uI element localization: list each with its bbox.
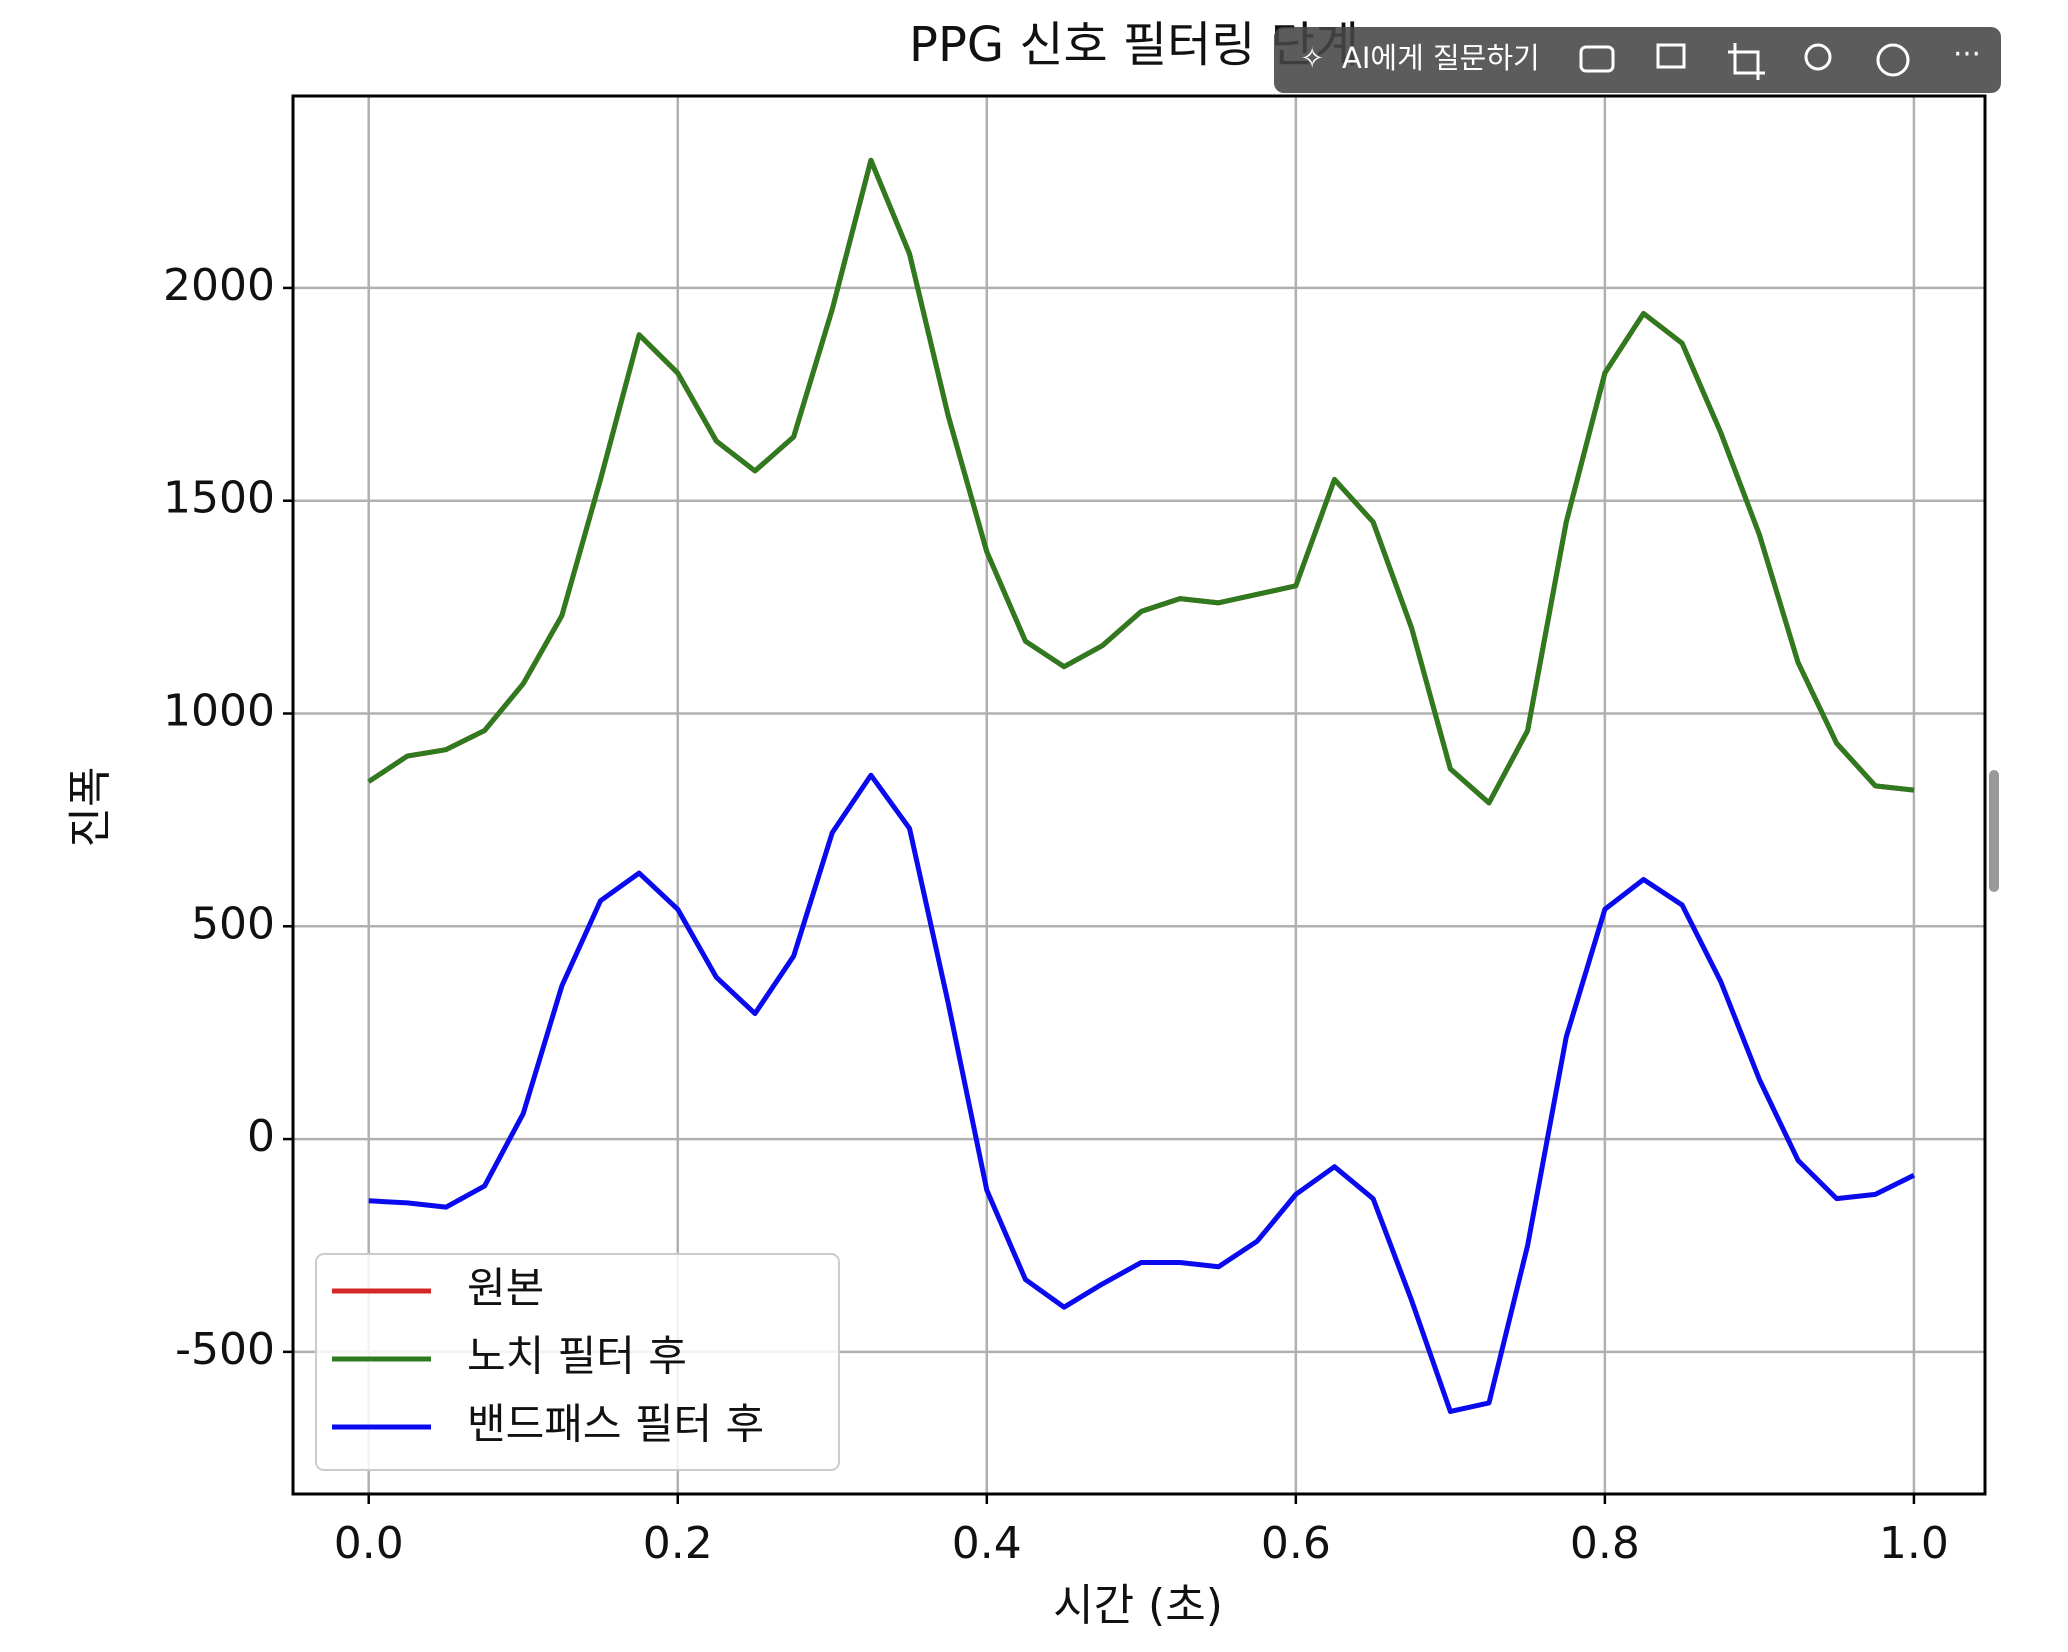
y-tick-label: -500 [175,1324,275,1375]
more-button[interactable]: ··· [1953,37,1981,71]
x-tick-label: 0.4 [952,1518,1022,1569]
read-icon[interactable] [1656,43,1686,69]
x-tick-label: 0.2 [643,1518,713,1569]
toolbar: ✧ AI에게 질문하기 ··· [1274,27,2001,93]
toolbar-icons [1579,43,1910,80]
comment-icon[interactable] [1579,45,1615,73]
zoom-icon[interactable] [1804,43,1832,71]
x-axis-label: 시간 (초) [1053,1580,1223,1631]
axes-frame [291,94,1987,1496]
series-line [368,772,1916,1414]
y-tick-label: 1000 [163,686,275,737]
series-line [367,157,1915,806]
scrollbar [1989,770,1999,892]
toolbar-bg [1274,27,2001,93]
download-icon[interactable] [1876,43,1910,77]
legend-label: 원본 [467,1264,544,1313]
x-tick-label: 0.8 [1570,1518,1640,1569]
ask-ai-button[interactable]: AI에게 질문하기 [1342,41,1540,75]
x-tick-label: 0.6 [1261,1518,1331,1569]
x-tick-label: 0.0 [334,1518,404,1569]
y-tick-label: 500 [191,898,275,949]
legend-box [315,1253,840,1471]
crop-icon[interactable] [1728,43,1765,80]
y-axis-label: 진폭 [65,767,116,848]
legend-label: 노치 필터 후 [467,1332,687,1381]
plot-lines [367,157,1916,1414]
y-tick-label: 0 [247,1111,275,1162]
legend-label: 밴드패스 필터 후 [467,1400,764,1449]
y-tick-label: 2000 [163,260,275,311]
x-tick-label: 1.0 [1879,1518,1949,1569]
y-tick-label: 1500 [163,473,275,524]
ai-icon[interactable]: ✧ [1300,41,1324,75]
